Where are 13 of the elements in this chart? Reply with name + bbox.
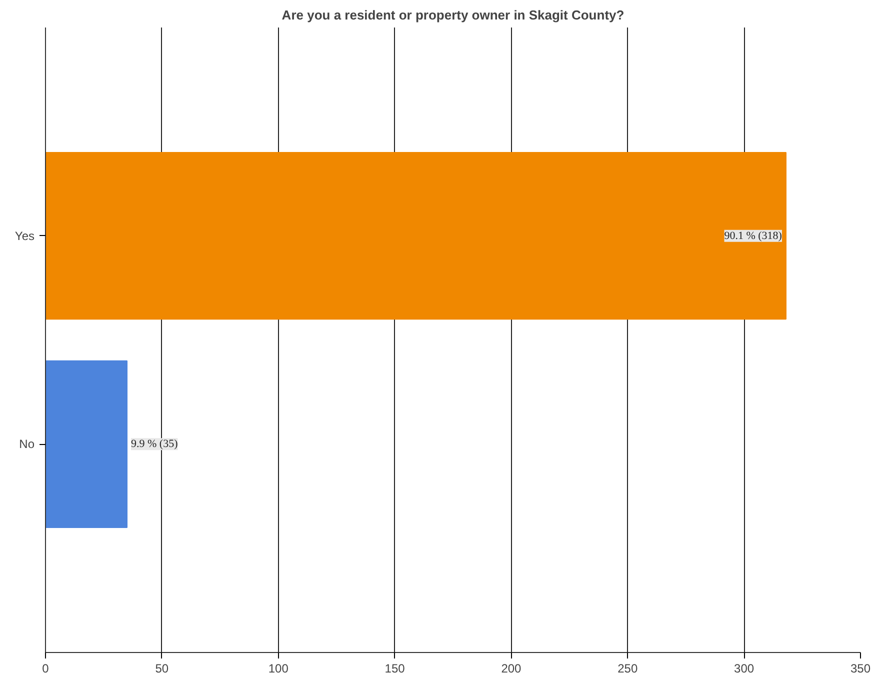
y-tick-label: Yes <box>14 228 34 243</box>
y-tick-label: No <box>19 437 35 452</box>
data-label: 90.1 % (318) <box>724 230 782 242</box>
data-label: 9.9 % (35) <box>131 438 178 450</box>
x-tick-label: 150 <box>384 662 406 676</box>
x-tick-label: 50 <box>155 662 169 676</box>
x-tick-label: 350 <box>850 662 871 676</box>
x-tick-label: 200 <box>501 662 522 676</box>
x-tick-label: 0 <box>42 662 50 676</box>
x-tick-label: 250 <box>618 662 638 676</box>
x-tick-label: 100 <box>268 662 289 676</box>
chart-title: Are you a resident or property owner in Skagit County? <box>282 8 624 22</box>
x-tick-label: 300 <box>734 662 754 676</box>
